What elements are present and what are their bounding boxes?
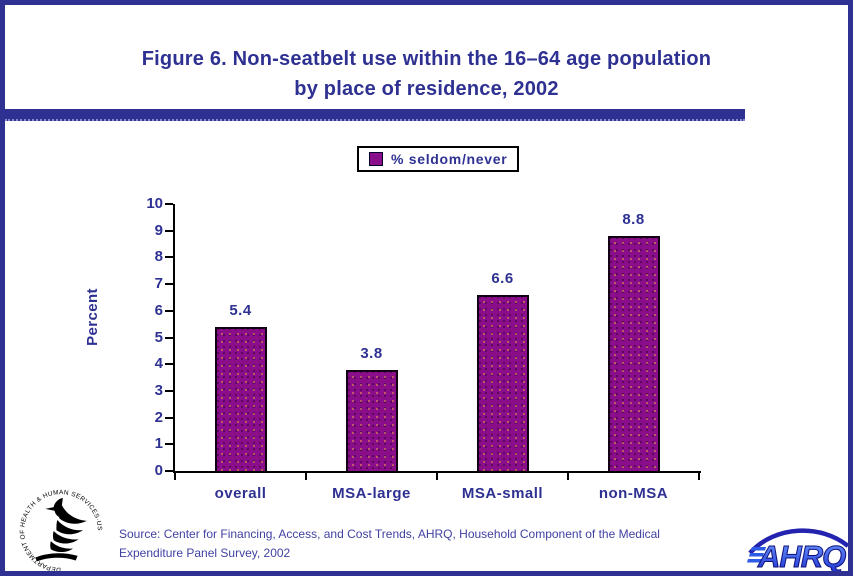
legend-label: % seldom/never (391, 151, 508, 167)
ahrq-logo: AHRQ (747, 528, 848, 574)
bar-value-label: 8.8 (622, 211, 645, 229)
plot-area: 0 1 2 3 4 5 6 7 8 9 10 5.4 overall 3.8 MSA-large 6.6 MSA… (146, 195, 701, 502)
x-category-label: MSA-small (461, 485, 544, 502)
source-line1: Source: Center for Financing, Access, an… (119, 527, 660, 541)
y-tick-label: 10 (146, 195, 163, 212)
y-axis-tick (165, 389, 173, 392)
ahrq-logo-text: AHRQ (757, 539, 846, 574)
hhs-seal-logo: DEPARTMENT OF HEALTH & HUMAN SERVICES·US… (15, 485, 102, 571)
y-axis-tick (165, 336, 173, 339)
x-axis-tick (698, 473, 700, 480)
y-axis-tick (165, 203, 173, 205)
chart-legend: % seldom/never (357, 146, 520, 172)
bar-MSA-large (345, 369, 398, 471)
y-axis-tick (165, 229, 173, 232)
y-axis-tick (165, 470, 173, 472)
y-axis-tick (165, 309, 173, 312)
y-axis-tick (165, 256, 173, 259)
x-axis-tick (567, 473, 569, 480)
x-category-label: MSA-large (332, 485, 411, 502)
y-tick-label: 8 (154, 248, 163, 266)
ahrq-speed-lines (747, 547, 766, 563)
x-axis-tick (305, 473, 307, 480)
y-axis-tick (165, 283, 173, 286)
source-line2: Expenditure Panel Survey, 2002 (119, 546, 291, 560)
y-tick-label: 0 (154, 462, 163, 479)
y-tick-label: 4 (154, 355, 163, 373)
legend-marker-swatch (369, 152, 383, 166)
y-tick-label: 2 (154, 408, 163, 426)
x-axis-tick (174, 473, 176, 480)
y-tick-label: 7 (154, 275, 163, 293)
hhs-eagle-icon (35, 497, 87, 562)
bar-MSA-small (476, 294, 529, 471)
x-category-label: non-MSA (598, 485, 669, 502)
y-tick-label: 1 (154, 435, 163, 453)
y-axis-tick (165, 363, 173, 366)
x-category-label: overall (214, 485, 267, 502)
y-tick-label: 6 (154, 301, 163, 319)
bar-value-label: 5.4 (229, 301, 252, 319)
y-axis-tick (165, 416, 173, 419)
bar-value-label: 6.6 (491, 269, 514, 287)
bar-overall (214, 326, 267, 471)
y-tick-label: 3 (154, 381, 163, 399)
source-note: Source: Center for Financing, Access, an… (119, 525, 729, 563)
title-divider-bar (5, 109, 745, 121)
chart-title: Figure 6. Non-seatbelt use within the 16… (45, 44, 808, 104)
y-tick-label: 5 (154, 328, 163, 346)
ahrq-swoosh-arc (748, 528, 848, 555)
chart-title-line1: Figure 6. Non-seatbelt use within the 16… (141, 48, 712, 70)
chart-title-line2: by place of residence, 2002 (294, 78, 559, 100)
y-axis-line (173, 204, 175, 473)
y-tick-label: 9 (154, 221, 163, 239)
x-axis-tick (436, 473, 438, 480)
y-axis-title: Percent (84, 288, 101, 346)
bar-value-label: 3.8 (360, 344, 383, 362)
x-axis-line (173, 471, 701, 473)
y-axis-tick (165, 443, 173, 446)
bar-non-MSA (607, 236, 660, 471)
